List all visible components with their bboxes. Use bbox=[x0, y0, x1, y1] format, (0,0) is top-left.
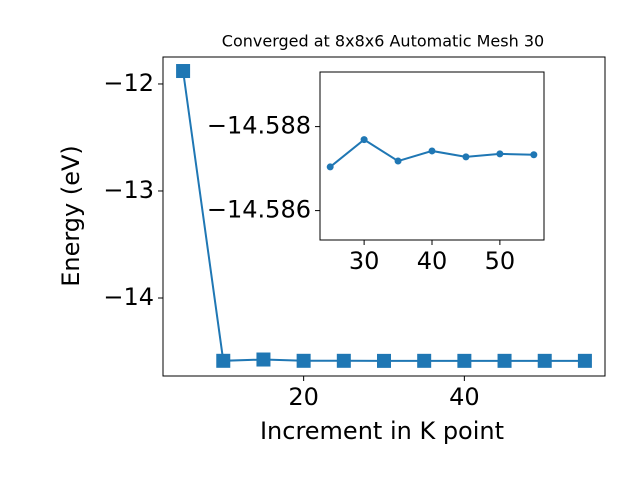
y-tick-label: −12 bbox=[103, 69, 154, 97]
marker bbox=[394, 157, 402, 165]
x-tick-label: 30 bbox=[349, 247, 380, 275]
marker bbox=[377, 353, 391, 368]
marker bbox=[176, 64, 191, 79]
marker bbox=[417, 353, 432, 368]
y-tick-label: −14 bbox=[103, 283, 154, 311]
y-tick-label: −14.588 bbox=[207, 112, 311, 140]
y-tick-label: −13 bbox=[103, 176, 154, 204]
x-tick-label: 50 bbox=[485, 247, 516, 275]
x-tick-label: 40 bbox=[417, 247, 448, 275]
y-tick-label: −14.586 bbox=[207, 196, 311, 224]
marker bbox=[537, 353, 552, 368]
x-axis-label: Increment in K point bbox=[260, 417, 504, 445]
plot-frame bbox=[319, 71, 545, 241]
marker bbox=[530, 151, 538, 159]
x-tick-label: 20 bbox=[288, 383, 319, 411]
marker bbox=[428, 147, 436, 155]
marker bbox=[216, 353, 231, 368]
marker bbox=[336, 353, 351, 368]
x-tick-label: 40 bbox=[449, 383, 480, 411]
marker bbox=[360, 136, 368, 144]
marker bbox=[296, 353, 311, 368]
marker bbox=[326, 163, 334, 171]
marker bbox=[457, 353, 472, 368]
marker bbox=[577, 353, 592, 368]
marker bbox=[462, 153, 470, 161]
chart-title: Converged at 8x8x6 Automatic Mesh 30 bbox=[222, 32, 544, 51]
marker bbox=[497, 353, 512, 368]
y-axis-label: Energy (eV) bbox=[57, 145, 85, 287]
marker bbox=[496, 150, 504, 158]
marker bbox=[256, 352, 271, 367]
